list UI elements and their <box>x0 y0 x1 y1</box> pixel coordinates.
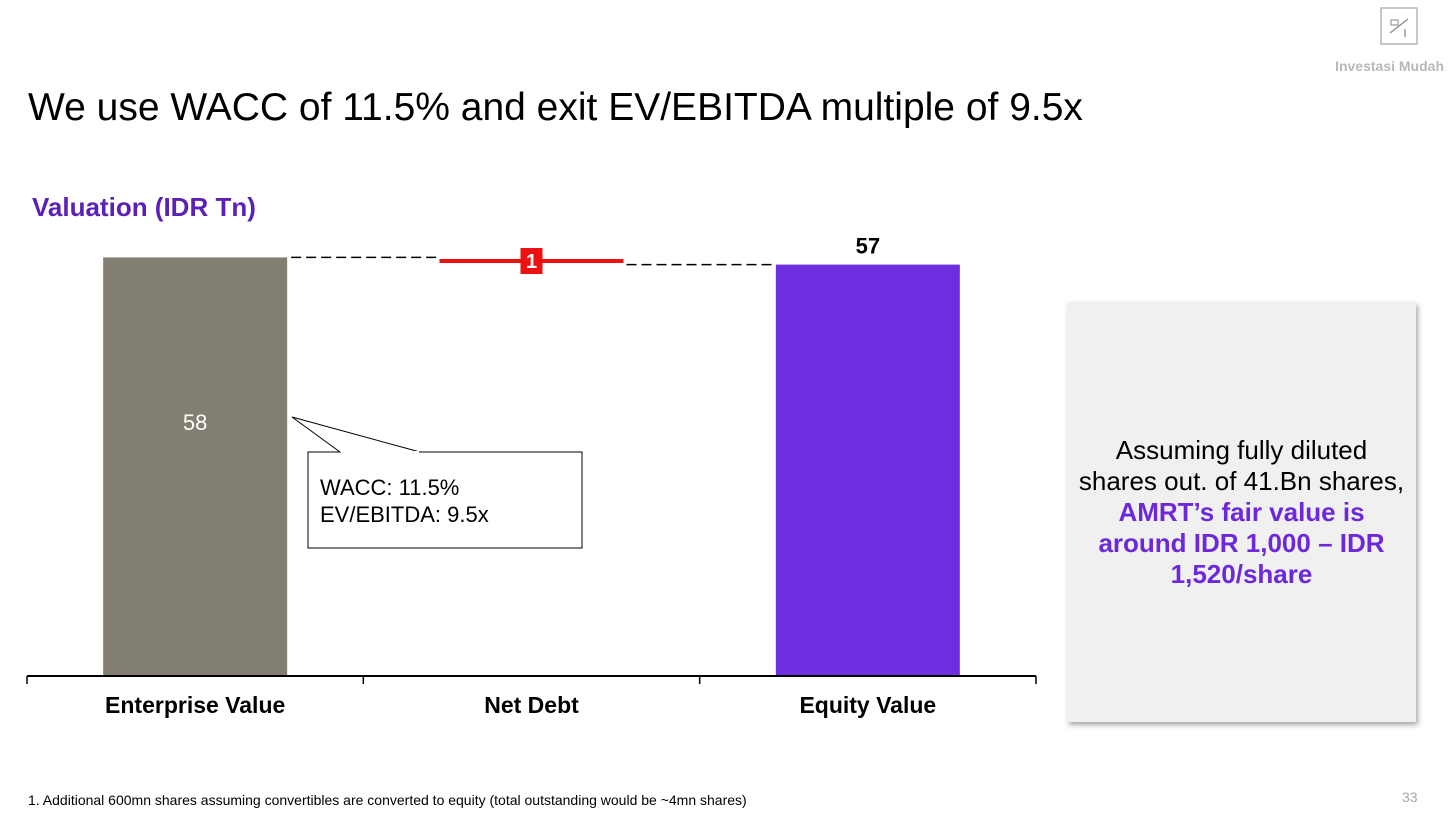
callout-box <box>307 451 583 549</box>
net-debt-label-box <box>520 248 543 274</box>
page-number: 33 <box>1402 789 1418 805</box>
fair-value-box: Assuming fully diluted shares out. of 41… <box>1067 302 1416 722</box>
x-tick-label: Net Debt <box>484 692 579 718</box>
brand-name: Investasi Mudah <box>1335 58 1444 74</box>
waterfall-chart: 1 58 57 Enterprise Value Net Debt Equity Valu… <box>26 234 1037 718</box>
x-tick-label: Enterprise Value <box>105 692 285 718</box>
footnote: 1. Additional 600mn shares assuming conv… <box>28 792 747 808</box>
fair-value-plain: Assuming fully diluted shares out. of 41… <box>1078 434 1405 496</box>
x-tick-label: Equity Value <box>799 692 936 718</box>
callout-line-multiple: EV/EBITDA: 9.5x <box>320 502 489 527</box>
data-label-enterprise-value: 58 <box>183 410 207 435</box>
callout-pointer <box>291 416 421 453</box>
data-label-net-debt: 1 <box>526 251 537 273</box>
slide-title: We use WACC of 11.5% and exit EV/EBITDA … <box>28 86 1083 129</box>
fair-value-highlight: AMRT’s fair value is around IDR 1,000 – … <box>1098 496 1385 589</box>
bar-enterprise-value <box>103 257 288 675</box>
callout-text: WACC: 11.5% EV/EBITDA: 9.5x <box>320 474 489 528</box>
chart-title: Valuation (IDR Tn) <box>32 192 256 222</box>
fair-value-text: Assuming fully diluted shares out. of 41… <box>1077 435 1407 590</box>
data-label-equity-value: 57 <box>856 234 880 259</box>
callout-line-wacc: WACC: 11.5% <box>320 475 460 500</box>
logo-mark-icon <box>1380 7 1418 45</box>
bar-equity-value <box>775 264 960 675</box>
